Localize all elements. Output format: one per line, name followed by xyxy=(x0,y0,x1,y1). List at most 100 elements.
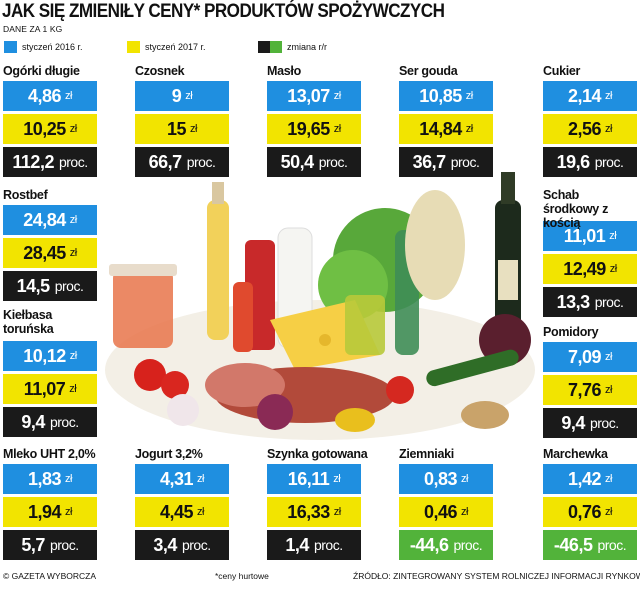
price-2017-unit: zł xyxy=(461,506,468,518)
price-2017-value: 7,76 xyxy=(568,379,602,400)
footer-source: ŹRÓDŁO: ZINTEGROWANY SYSTEM ROLNICZEJ IN… xyxy=(353,571,640,581)
price-2017-unit: zł xyxy=(333,506,341,518)
product-card: Pomidory 7,09 zł 7,76 zł 9,4 proc. xyxy=(543,325,637,438)
price-2017-unit: zł xyxy=(605,506,612,518)
change-yoy-unit: proc. xyxy=(594,154,624,170)
change-yoy-value: 5,7 xyxy=(21,534,45,555)
price-2017-value: 4,45 xyxy=(160,501,194,522)
price-2016-cell: 10,85 zł xyxy=(399,81,493,111)
price-2017-cell: 16,33 zł xyxy=(267,497,361,527)
price-2016-unit: zł xyxy=(197,473,204,485)
price-2017-unit: zł xyxy=(605,384,612,396)
price-2016-value: 11,01 xyxy=(563,225,606,246)
change-yoy-value: -44,6 xyxy=(409,534,449,555)
change-yoy-unit: proc. xyxy=(313,537,343,553)
price-2017-value: 1,94 xyxy=(28,501,62,522)
price-2016-unit: zł xyxy=(69,214,77,226)
product-name: Pomidory xyxy=(543,325,599,339)
price-2017-value: 10,25 xyxy=(23,118,66,139)
change-yoy-unit: proc. xyxy=(318,154,348,170)
change-yoy-unit: proc. xyxy=(453,537,483,553)
legend-item-change: zmiana r/r xyxy=(258,40,327,54)
product-name: Masło xyxy=(267,64,301,78)
change-yoy-cell: 36,7 proc. xyxy=(399,147,493,177)
change-yoy-unit: proc. xyxy=(58,154,88,170)
change-yoy-unit: proc. xyxy=(594,294,624,310)
change-yoy-unit: proc. xyxy=(589,415,619,431)
product-name: Cukier xyxy=(543,64,581,78)
price-2016-value: 9 xyxy=(171,85,182,106)
price-2016-value: 10,12 xyxy=(23,345,66,366)
change-yoy-unit: proc. xyxy=(54,278,84,294)
change-yoy-unit: proc. xyxy=(49,537,79,553)
price-2017-cell: 19,65 zł xyxy=(267,114,361,144)
subtitle: DANE ZA 1 KG xyxy=(3,24,63,34)
change-yoy-cell: -46,5 proc. xyxy=(543,530,637,560)
change-yoy-cell: 9,4 proc. xyxy=(3,407,97,437)
price-2017-cell: 28,45 zł xyxy=(3,238,97,268)
price-2016-unit: zł xyxy=(65,90,72,102)
price-2016-unit: zł xyxy=(461,473,468,485)
change-yoy-value: 13,3 xyxy=(556,291,591,312)
price-2016-value: 24,84 xyxy=(23,209,66,230)
footer-note: *ceny hurtowe xyxy=(215,571,269,581)
price-2016-unit: zł xyxy=(465,90,473,102)
change-yoy-unit: proc. xyxy=(450,154,480,170)
product-name: Szynka gotowana xyxy=(267,447,368,461)
product-card: Ziemniaki 0,83 zł 0,46 zł -44,6 proc. xyxy=(399,447,493,560)
product-name: Kiełbasa toruńska xyxy=(3,308,54,336)
price-2017-unit: zł xyxy=(197,506,204,518)
price-2017-unit: zł xyxy=(190,123,197,135)
price-2016-unit: zł xyxy=(333,473,341,485)
price-2016-cell: 16,11 zł xyxy=(267,464,361,494)
price-2017-cell: 4,45 zł xyxy=(135,497,229,527)
price-2016-cell: 2,14 zł xyxy=(543,81,637,111)
product-name: Ser gouda xyxy=(399,64,458,78)
price-2016-unit: zł xyxy=(69,350,77,362)
change-yoy-cell: 1,4 proc. xyxy=(267,530,361,560)
change-yoy-value: 19,6 xyxy=(556,151,591,172)
price-2017-unit: zł xyxy=(609,263,617,275)
product-card: Mleko UHT 2,0% 1,83 zł 1,94 zł 5,7 proc. xyxy=(3,447,97,560)
price-2017-cell: 0,76 zł xyxy=(543,497,637,527)
price-2017-cell: 1,94 zł xyxy=(3,497,97,527)
legend-label-2017: styczeń 2017 r. xyxy=(145,42,206,52)
price-2016-unit: zł xyxy=(605,473,612,485)
product-name: Schab środkowy z kością xyxy=(543,188,609,230)
product-card: Kiełbasa toruńska 10,12 zł 11,07 zł 9,4 proc. xyxy=(3,308,97,437)
price-2016-value: 13,07 xyxy=(287,85,330,106)
price-2016-unit: zł xyxy=(605,90,612,102)
legend-swatch-change xyxy=(258,41,282,53)
product-card: Masło 13,07 zł 19,65 zł 50,4 proc. xyxy=(267,64,361,177)
price-2017-value: 2,56 xyxy=(568,118,602,139)
change-yoy-cell: 66,7 proc. xyxy=(135,147,229,177)
change-yoy-cell: 112,2 proc. xyxy=(3,147,97,177)
change-yoy-value: 3,4 xyxy=(153,534,177,555)
price-2017-unit: zł xyxy=(333,123,341,135)
product-card: Marchewka 1,42 zł 0,76 zł -46,5 proc. xyxy=(543,447,637,560)
product-card: Rostbef 24,84 zł 28,45 zł 14,5 proc. xyxy=(3,188,97,301)
legend-item-2017: styczeń 2017 r. xyxy=(127,40,206,54)
price-2017-value: 28,45 xyxy=(23,242,66,263)
price-2017-cell: 10,25 zł xyxy=(3,114,97,144)
price-2017-value: 15 xyxy=(167,118,187,139)
change-yoy-value: 1,4 xyxy=(285,534,309,555)
price-2016-cell: 11,01 zł xyxy=(543,221,637,251)
change-yoy-value: 112,2 xyxy=(12,151,54,172)
change-yoy-cell: 13,3 proc. xyxy=(543,287,637,317)
price-2017-cell: 15 zł xyxy=(135,114,229,144)
legend-item-2016: styczeń 2016 r. xyxy=(4,40,83,54)
price-2017-cell: 7,76 zł xyxy=(543,375,637,405)
price-2017-cell: 12,49 zł xyxy=(543,254,637,284)
price-2016-cell: 4,31 zł xyxy=(135,464,229,494)
price-2017-value: 0,46 xyxy=(424,501,458,522)
product-name: Ogórki długie xyxy=(3,64,80,78)
price-2017-value: 12,49 xyxy=(563,258,606,279)
price-2016-cell: 13,07 zł xyxy=(267,81,361,111)
change-yoy-value: 9,4 xyxy=(21,411,45,432)
price-2016-cell: 7,09 zł xyxy=(543,342,637,372)
change-yoy-unit: proc. xyxy=(49,414,79,430)
change-yoy-unit: proc. xyxy=(186,154,216,170)
price-2017-unit: zł xyxy=(69,383,77,395)
